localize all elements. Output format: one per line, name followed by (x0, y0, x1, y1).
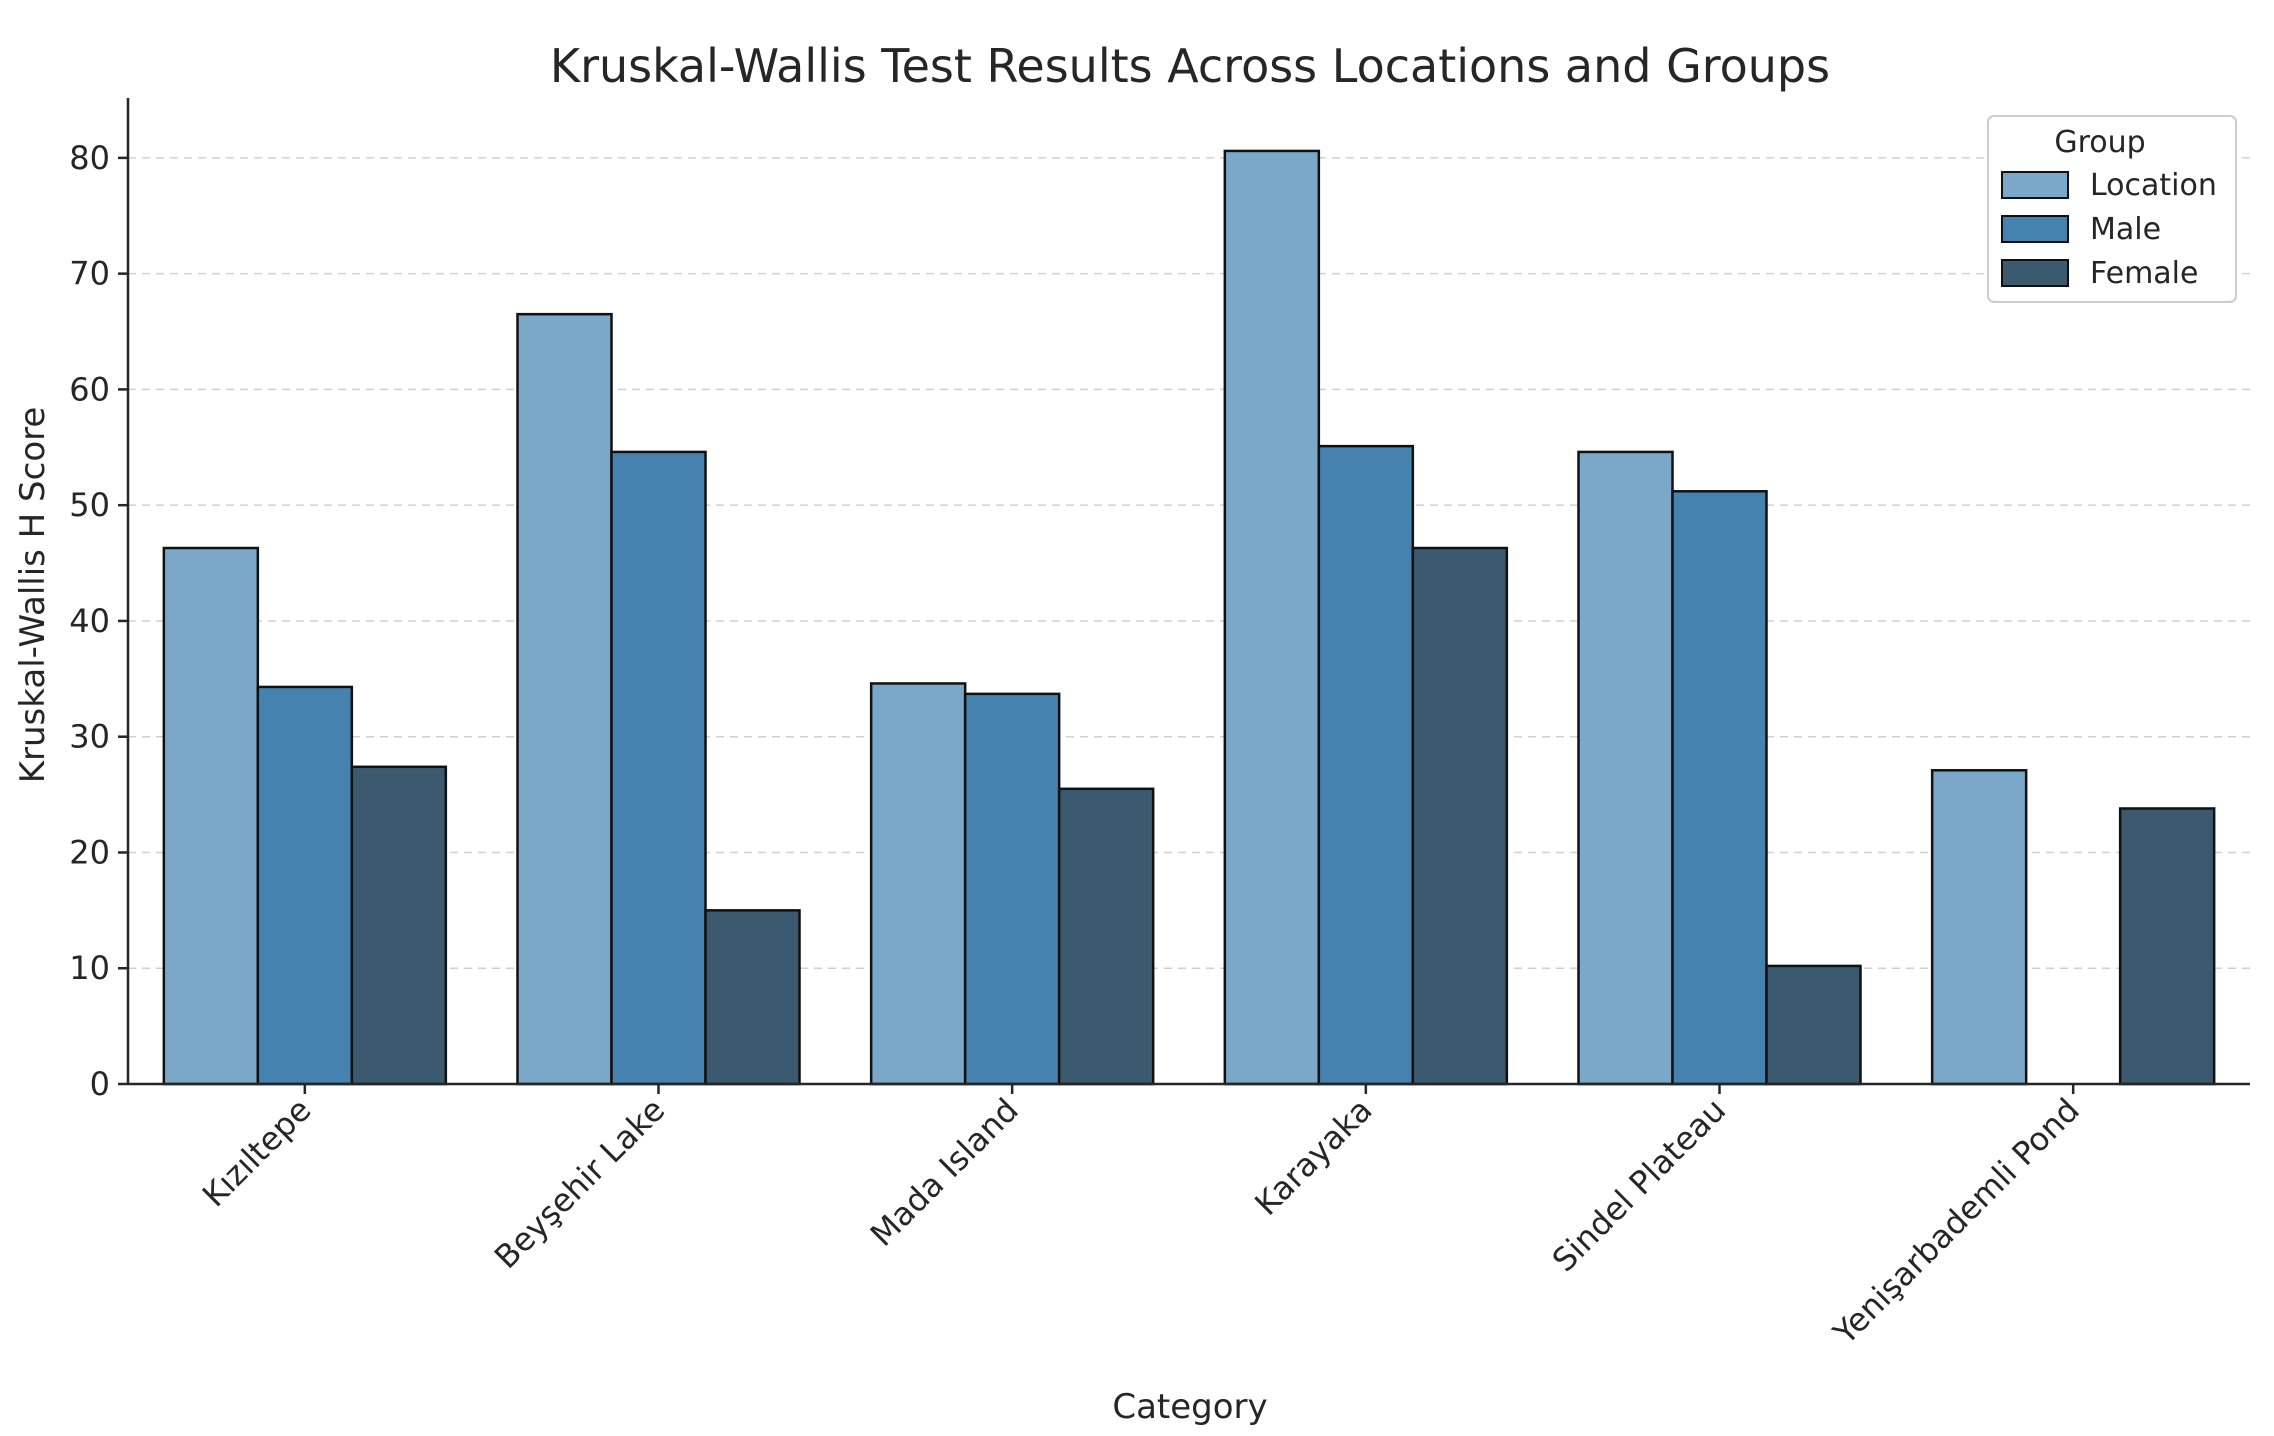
bar-location (1223, 149, 1321, 1086)
bar-location (1930, 769, 2028, 1086)
legend-label-location: Location (2090, 168, 2217, 203)
y-tick-label: 80 (69, 139, 110, 177)
x-axis-title: Category (1112, 1387, 1267, 1427)
x-tick-label: Beyşehir Lake (487, 1091, 672, 1276)
x-tick-label: Mada Island (863, 1091, 1026, 1254)
legend-label-female: Female (2090, 256, 2198, 291)
y-tick-label: 60 (69, 370, 110, 408)
x-tick-label: Karayaka (1247, 1091, 1379, 1223)
legend-label-male: Male (2090, 212, 2161, 247)
bar-male (610, 450, 707, 1086)
bar-female (2118, 807, 2216, 1086)
bar-female (1057, 787, 1155, 1086)
y-tick-label: 30 (69, 718, 110, 756)
legend-swatch-male (2001, 215, 2069, 243)
legend-swatch-location (2001, 171, 2069, 199)
y-tick-label: 20 (69, 833, 110, 871)
legend-frame (1987, 115, 2237, 303)
bar-male (1671, 490, 1768, 1086)
y-axis-title: Kruskal-Wallis H Score (13, 407, 53, 784)
y-tick-label: 10 (69, 949, 110, 987)
x-tick-label: Sindel Plateau (1545, 1091, 1733, 1279)
bar-female (350, 765, 448, 1086)
y-tick-label: 0 (90, 1065, 110, 1103)
bar-female (1765, 964, 1862, 1086)
bar-location (869, 682, 967, 1086)
legend-swatch-female (2001, 259, 2069, 287)
y-tick-label: 50 (69, 486, 110, 524)
x-tick-label: Kızıltepe (195, 1091, 319, 1215)
bar-location (1577, 450, 1674, 1086)
bar-location (516, 312, 613, 1086)
bar-male (256, 685, 354, 1086)
bar-location (162, 546, 260, 1086)
bar-male (1317, 444, 1415, 1086)
bar-male (963, 692, 1061, 1086)
bar-female (704, 909, 801, 1086)
y-tick-label: 70 (69, 255, 110, 293)
y-tick-label: 40 (69, 602, 110, 640)
chart-title: Kruskal-Wallis Test Results Across Locat… (550, 39, 1830, 93)
bar-female (1411, 546, 1509, 1086)
legend-title: Group (2054, 125, 2145, 160)
legend: Group Location Male Female (1987, 115, 2237, 303)
x-tick-label: Yenişarbademli Pond (1825, 1091, 2087, 1353)
